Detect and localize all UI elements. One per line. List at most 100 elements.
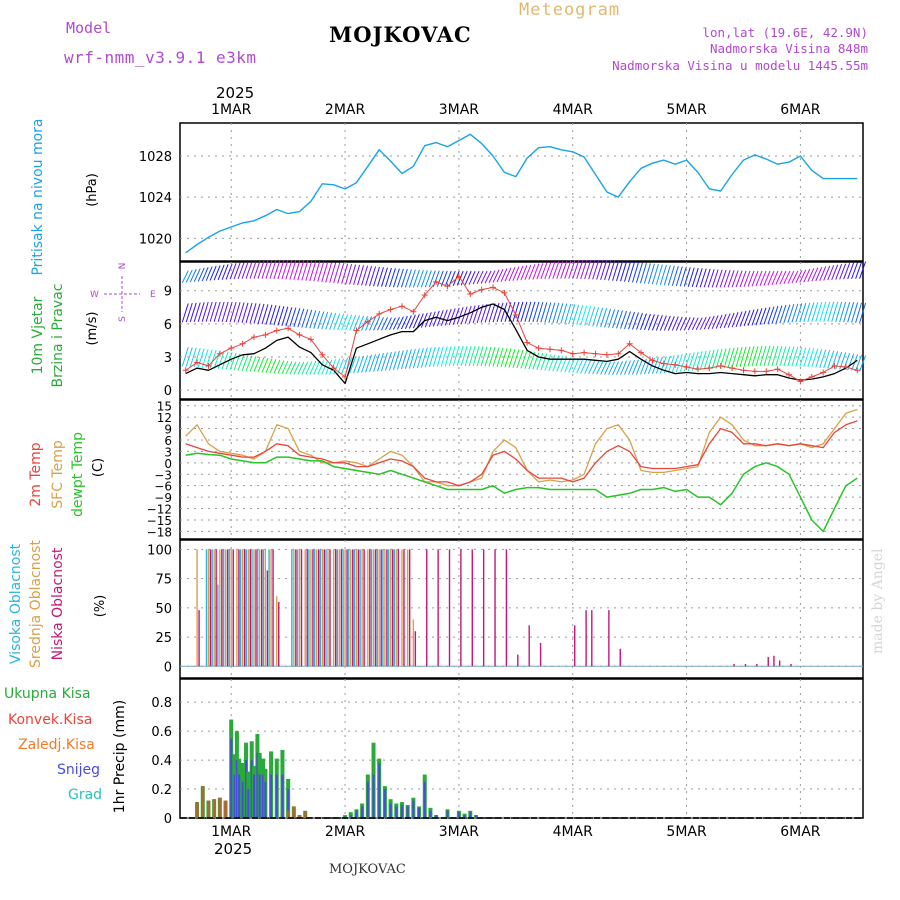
wind-barb: [384, 351, 392, 371]
precip-axis-title: 1hr Precip (mm): [112, 700, 128, 813]
wind-barb: [771, 305, 779, 324]
day-tick-bottom: 4MAR: [553, 824, 594, 840]
wind-barb: [616, 360, 624, 375]
gust-marker: [854, 367, 861, 374]
snow-bar: [423, 781, 426, 818]
wind-barb: [404, 315, 412, 330]
wind-barb: [289, 361, 297, 375]
wind-barb: [508, 349, 516, 368]
wind-barb: [628, 261, 635, 283]
precip-legend-item: Zaledj.Kisa: [18, 737, 95, 753]
wind-barb: [436, 346, 444, 367]
wind-barb: [811, 302, 819, 322]
wind-barb: [584, 260, 592, 280]
wind-barb: [472, 346, 480, 367]
snow-bar: [446, 810, 449, 818]
wind-barb: [576, 305, 584, 325]
wind-barb: [345, 264, 353, 285]
gust-marker: [797, 378, 804, 385]
gust-marker: [478, 286, 485, 293]
gust-marker: [387, 306, 394, 313]
wind-barb: [699, 268, 707, 288]
wind-barb: [245, 302, 253, 324]
wind-barb: [189, 269, 197, 283]
wind-barb: [739, 270, 747, 288]
wind-barb: [193, 302, 201, 322]
precip-legend-item: Ukupna Kisa: [4, 686, 91, 702]
wind-barb: [851, 302, 859, 323]
snow-bar: [262, 774, 265, 818]
wind-barb: [317, 360, 325, 375]
wind-barb: [261, 304, 269, 325]
wind-barb: [365, 354, 373, 373]
wind-barb: [349, 315, 357, 331]
wind-barb: [731, 347, 739, 368]
wind-barb: [568, 304, 576, 325]
wind-barb: [392, 350, 400, 371]
wind-barb: [695, 317, 703, 330]
wind-barb: [576, 260, 584, 279]
wind-barb: [528, 301, 536, 322]
y-tick-label: −3: [154, 468, 172, 482]
gust-marker: [353, 327, 360, 334]
wind-barb: [209, 265, 217, 281]
wind-barb: [548, 354, 556, 372]
y-tick-label: 12: [157, 411, 172, 425]
wind-barb: [361, 265, 369, 286]
wind-barb: [831, 301, 839, 322]
wind-barb: [424, 347, 432, 368]
wind-barb: [715, 269, 723, 288]
gust-marker: [285, 325, 292, 332]
wind-barb: [675, 266, 683, 287]
snow-bar: [264, 781, 267, 818]
wind-barb: [751, 270, 759, 287]
wind-barb: [823, 265, 831, 281]
wind-barb: [683, 352, 691, 372]
wind-barb: [269, 359, 277, 374]
wind-barb: [771, 270, 779, 286]
wind-barb: [480, 270, 488, 284]
wind-barb: [396, 316, 404, 330]
day-tick-top: 6MAR: [780, 102, 821, 118]
y-tick-label: 75: [155, 573, 172, 588]
wind-barb: [540, 262, 548, 280]
temp-axis-title-sfc: SFC Temp: [50, 440, 66, 509]
wind-barb: [476, 270, 484, 285]
wind-barb: [277, 360, 285, 374]
precip-legend-item: Grad: [68, 787, 102, 803]
wind-barb: [317, 311, 325, 330]
wind-barb: [651, 264, 659, 285]
wind-barb: [480, 346, 488, 367]
compass-north: N: [118, 263, 128, 270]
wind-barb: [608, 309, 616, 328]
wind-barb: [632, 359, 639, 375]
wind-barb: [309, 310, 317, 329]
gust-marker: [296, 331, 303, 338]
wind-barb: [428, 270, 436, 288]
conv-precip-bar: [201, 786, 205, 818]
wind-barb: [197, 302, 205, 322]
wind-barb: [767, 345, 775, 367]
wind-barb: [285, 260, 293, 280]
wind-barb: [456, 307, 464, 325]
compass-east: E: [150, 290, 156, 300]
wind-barb: [373, 266, 380, 287]
gust-marker: [182, 367, 189, 374]
wind-barb: [584, 306, 592, 326]
wind-barb: [639, 262, 647, 284]
wind-barb: [703, 316, 711, 330]
wind-barb: [492, 269, 500, 283]
wind-barb: [432, 346, 440, 367]
snow-bar: [256, 752, 259, 818]
wind-barb: [329, 312, 337, 330]
wind-barb: [763, 270, 771, 286]
wind-barb: [520, 265, 528, 281]
wind-barb: [349, 264, 357, 285]
wind-barb: [428, 311, 436, 328]
wind-barb: [827, 301, 835, 322]
wind-barb: [679, 353, 687, 372]
y-tick-label: 1028: [139, 150, 172, 165]
pressure-axis-title: Pritisak na nivou mora: [30, 118, 46, 275]
gust-marker: [786, 371, 793, 378]
wind-barb: [791, 270, 799, 284]
